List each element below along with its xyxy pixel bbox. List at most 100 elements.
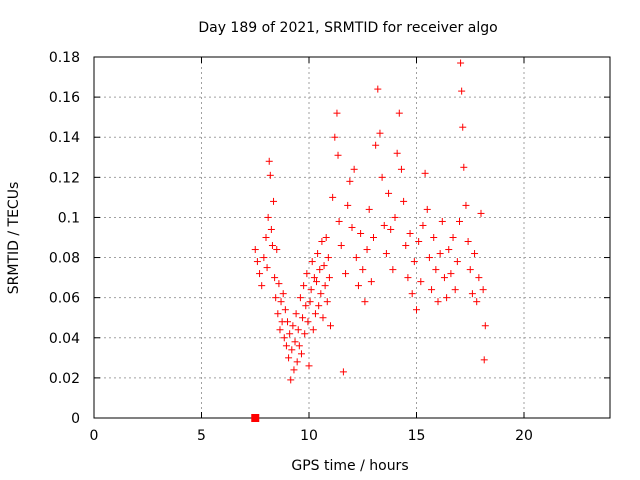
data-point <box>479 286 487 294</box>
data-point <box>296 294 304 302</box>
y-axis-label: SRMTID / TECUs <box>6 182 22 295</box>
data-point <box>342 270 350 278</box>
data-point <box>350 165 358 173</box>
data-point <box>273 246 281 254</box>
y-tick-labels: 0 0.02 0.04 0.06 0.08 0.1 0.12 0.14 0.16 0.18 <box>49 50 80 427</box>
data-point <box>346 177 354 185</box>
data-point <box>402 242 410 250</box>
data-point <box>374 85 382 93</box>
data-point <box>267 225 275 233</box>
data-point <box>361 298 369 306</box>
data-point <box>285 354 293 362</box>
data-point <box>457 59 465 67</box>
data-point <box>389 266 397 274</box>
data-point <box>393 149 401 157</box>
data-point <box>331 133 339 141</box>
data-points <box>251 59 489 422</box>
y-tick-label: 0.1 <box>58 210 80 226</box>
data-point <box>313 278 321 286</box>
data-point <box>321 282 329 290</box>
data-point <box>423 205 431 213</box>
data-point <box>466 266 474 274</box>
x-tick-label: 15 <box>408 428 426 444</box>
data-point <box>333 109 341 117</box>
data-point <box>425 254 433 262</box>
data-point <box>370 234 377 241</box>
data-point <box>300 282 308 290</box>
data-point <box>481 322 489 330</box>
data-point <box>293 358 301 366</box>
data-point <box>263 264 271 272</box>
data-point <box>440 274 448 282</box>
data-point <box>462 201 470 209</box>
data-point <box>262 234 270 241</box>
data-point <box>322 234 330 241</box>
data-point <box>348 223 356 231</box>
data-point <box>316 266 324 274</box>
data-point <box>303 270 311 278</box>
data-point <box>354 282 362 290</box>
data-point <box>270 197 278 205</box>
data-point <box>299 314 307 322</box>
data-point <box>344 201 352 209</box>
data-point <box>310 274 318 282</box>
data-point <box>421 169 429 177</box>
data-point <box>264 213 272 221</box>
data-point <box>290 366 298 374</box>
data-point <box>323 298 331 306</box>
grid <box>94 56 610 418</box>
data-point <box>378 173 386 181</box>
data-point <box>294 326 302 334</box>
chart-title: Day 189 of 2021, SRMTID for receiver alg… <box>198 20 497 36</box>
data-point <box>275 280 283 288</box>
data-point <box>272 294 280 302</box>
y-tick-label: 0.14 <box>49 130 80 146</box>
data-point <box>260 254 268 262</box>
data-point <box>318 238 326 246</box>
y-tick-label: 0.18 <box>49 50 80 66</box>
data-point <box>325 274 333 282</box>
data-point <box>339 368 347 376</box>
x-tick-label: 5 <box>197 428 206 444</box>
data-point <box>276 326 284 334</box>
data-point <box>453 258 461 266</box>
data-point <box>266 171 274 179</box>
data-point <box>357 229 365 237</box>
data-point <box>282 342 290 350</box>
data-point <box>468 290 476 298</box>
data-point <box>280 334 288 342</box>
data-point <box>256 270 264 278</box>
data-point <box>305 362 313 370</box>
data-point <box>286 330 294 338</box>
plot-frame <box>93 56 611 419</box>
data-point <box>335 217 343 225</box>
data-point <box>395 109 403 117</box>
data-point <box>317 290 325 298</box>
data-point <box>473 298 481 306</box>
data-point <box>471 250 479 258</box>
data-point <box>428 286 436 294</box>
data-point <box>291 338 299 346</box>
data-point <box>436 250 444 258</box>
data-point <box>376 129 384 137</box>
data-point <box>271 274 279 282</box>
data-point <box>477 209 485 217</box>
data-point <box>288 346 296 354</box>
data-point <box>301 330 309 338</box>
data-point <box>456 217 463 225</box>
y-tick-label: 0.12 <box>49 170 80 186</box>
y-tick-label: 0.04 <box>49 331 80 347</box>
data-point <box>311 310 319 318</box>
data-point <box>327 322 334 330</box>
data-point <box>284 318 291 326</box>
y-tick-label: 0.08 <box>49 251 80 267</box>
data-point <box>404 274 412 282</box>
data-point <box>314 250 322 258</box>
data-point <box>309 326 317 334</box>
data-point <box>302 302 310 310</box>
data-point <box>458 87 466 95</box>
data-point <box>443 294 451 302</box>
data-point <box>417 278 425 286</box>
data-point <box>449 234 457 241</box>
